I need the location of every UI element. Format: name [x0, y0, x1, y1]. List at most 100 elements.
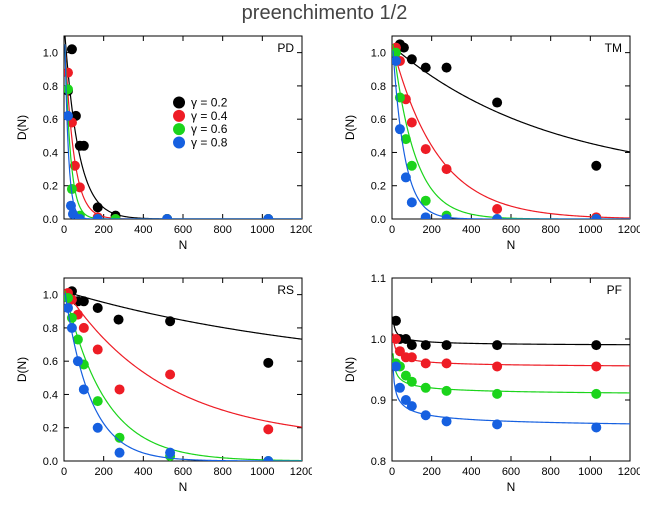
svg-text:200: 200 — [422, 224, 440, 236]
data-point — [421, 358, 431, 368]
data-point — [421, 212, 431, 222]
data-point — [93, 202, 103, 212]
data-point — [492, 340, 502, 350]
data-point — [492, 389, 502, 399]
data-point — [63, 84, 73, 94]
svg-text:200: 200 — [422, 466, 440, 478]
data-point — [442, 386, 452, 396]
legend-marker — [173, 123, 185, 135]
data-point — [66, 201, 76, 211]
svg-text:0.4: 0.4 — [43, 147, 58, 159]
svg-text:400: 400 — [134, 466, 152, 478]
data-point — [63, 303, 73, 313]
svg-text:0.4: 0.4 — [43, 389, 58, 401]
svg-text:1200: 1200 — [290, 466, 312, 478]
svg-text:200: 200 — [94, 466, 112, 478]
svg-text:0: 0 — [389, 224, 395, 236]
svg-text:1200: 1200 — [618, 466, 640, 478]
data-point — [263, 358, 273, 368]
data-point — [79, 296, 89, 306]
svg-text:0.8: 0.8 — [371, 81, 386, 93]
fit-curve — [393, 47, 630, 152]
data-point — [421, 63, 431, 73]
data-point — [67, 44, 77, 54]
data-point — [421, 383, 431, 393]
svg-text:1000: 1000 — [250, 224, 274, 236]
x-axis-label: N — [507, 480, 516, 494]
data-point — [492, 98, 502, 108]
data-point — [73, 356, 83, 366]
data-point — [165, 369, 175, 379]
data-point — [114, 315, 124, 325]
data-point — [93, 303, 103, 313]
svg-text:1000: 1000 — [250, 466, 274, 478]
data-point — [93, 396, 103, 406]
data-point — [395, 124, 405, 134]
data-point — [591, 340, 601, 350]
data-point — [79, 141, 89, 151]
svg-text:400: 400 — [462, 466, 480, 478]
svg-text:0.4: 0.4 — [371, 147, 386, 159]
svg-text:0.6: 0.6 — [43, 356, 58, 368]
data-point — [93, 345, 103, 355]
data-point — [442, 214, 452, 224]
legend-label: γ = 0.8 — [191, 135, 228, 149]
svg-text:400: 400 — [462, 224, 480, 236]
svg-text:800: 800 — [213, 466, 231, 478]
data-point — [591, 161, 601, 171]
data-point — [395, 383, 405, 393]
svg-text:0.6: 0.6 — [371, 114, 386, 126]
svg-text:0: 0 — [389, 466, 395, 478]
svg-text:0.6: 0.6 — [43, 114, 58, 126]
panel-pf: 0200400600800100012000.80.91.01.1ND(N)PF — [340, 272, 640, 497]
data-point — [63, 68, 73, 78]
y-axis-label: D(N) — [15, 115, 29, 140]
data-point — [93, 423, 103, 433]
data-point — [263, 214, 273, 224]
data-point — [421, 340, 431, 350]
svg-text:1.0: 1.0 — [371, 334, 386, 346]
data-point — [391, 334, 401, 344]
data-point — [492, 204, 502, 214]
data-point — [492, 214, 502, 224]
svg-text:0.2: 0.2 — [43, 181, 58, 193]
data-point — [165, 448, 175, 458]
svg-text:0.0: 0.0 — [371, 214, 386, 226]
data-point — [407, 161, 417, 171]
data-point — [442, 63, 452, 73]
data-point — [407, 401, 417, 411]
svg-text:600: 600 — [174, 224, 192, 236]
data-point — [591, 422, 601, 432]
panel-pd: 0200400600800100012000.00.20.40.60.81.0N… — [12, 30, 312, 255]
panel-tag: RS — [277, 283, 294, 297]
panel-tag: TM — [605, 41, 622, 55]
data-point — [421, 144, 431, 154]
svg-text:800: 800 — [213, 224, 231, 236]
data-point — [115, 384, 125, 394]
legend-marker — [173, 110, 185, 122]
svg-text:0.8: 0.8 — [43, 323, 58, 335]
svg-text:1200: 1200 — [290, 224, 312, 236]
data-point — [93, 214, 103, 224]
data-point — [591, 361, 601, 371]
legend-marker — [173, 97, 185, 109]
data-point — [407, 377, 417, 387]
data-point — [75, 214, 85, 224]
panel-tag: PF — [607, 283, 622, 297]
svg-text:1200: 1200 — [618, 224, 640, 236]
svg-text:0: 0 — [61, 466, 67, 478]
figure-title: preenchimento 1/2 — [0, 2, 649, 25]
x-axis-label: N — [179, 480, 188, 494]
svg-text:0.8: 0.8 — [371, 456, 386, 468]
data-point — [407, 54, 417, 64]
data-point — [63, 111, 73, 121]
data-point — [263, 456, 273, 466]
data-point — [442, 358, 452, 368]
data-point — [591, 389, 601, 399]
svg-text:600: 600 — [502, 466, 520, 478]
data-point — [421, 410, 431, 420]
panel-tm: 0200400600800100012000.00.20.40.60.81.0N… — [340, 30, 640, 255]
data-point — [391, 56, 401, 66]
data-point — [67, 323, 77, 333]
svg-text:1000: 1000 — [578, 224, 602, 236]
